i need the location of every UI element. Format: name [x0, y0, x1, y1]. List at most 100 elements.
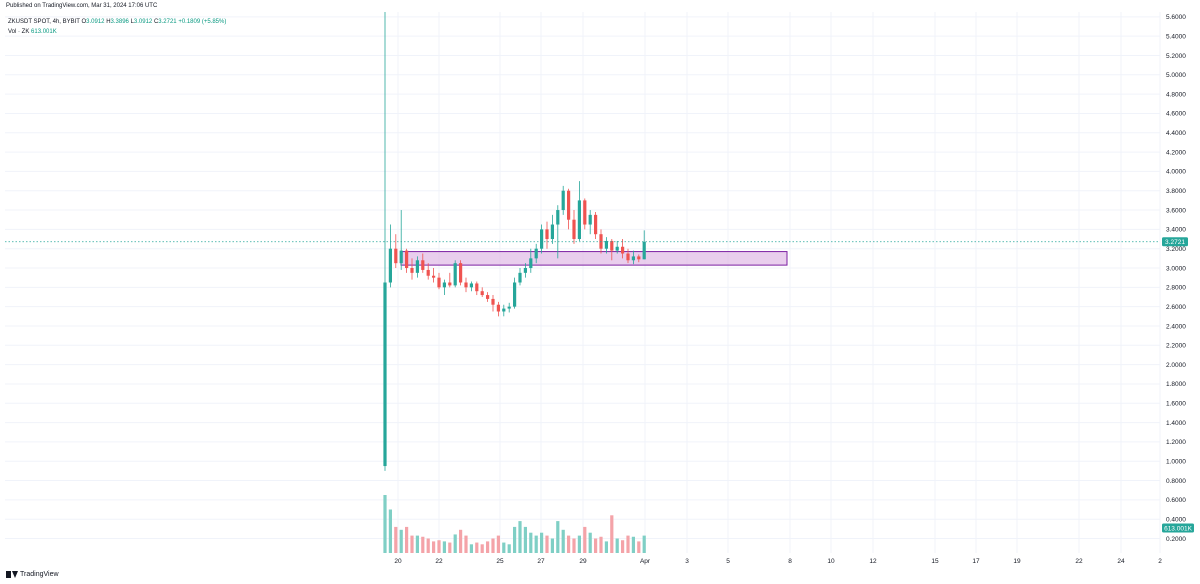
candle-body: [545, 229, 549, 240]
volume-bar: [410, 535, 414, 553]
candle-body: [534, 248, 538, 259]
y-tick-label: 3.2000: [1166, 246, 1186, 253]
candle-body: [437, 277, 441, 288]
volume-bar: [405, 526, 409, 553]
volume-bar: [432, 541, 436, 553]
candle-body: [615, 246, 619, 251]
legend-high-label: H: [106, 19, 111, 25]
y-tick-label: 3.6000: [1166, 207, 1186, 214]
last-price-label: 3.2721: [1165, 239, 1185, 246]
legend-volume-label: Vol · ZK: [8, 29, 30, 35]
candle-body: [594, 214, 598, 235]
volume-bar: [486, 541, 490, 553]
volume-bar: [437, 540, 441, 553]
candle-body: [405, 250, 409, 269]
y-tick-label: 1.4000: [1166, 420, 1186, 427]
volume-bar: [502, 542, 506, 553]
volume-bar: [599, 536, 603, 553]
volume-bar: [415, 535, 419, 553]
y-tick-label: 3.0000: [1166, 265, 1186, 272]
legend-ohlc-row: ZKUSDT SPOT, 4h, BYBIT O3.0912 H3.3896 L…: [8, 17, 226, 27]
volume-value-label: 613.001K: [1164, 525, 1192, 532]
candle-body: [507, 306, 511, 309]
candle-body: [426, 269, 430, 276]
y-tick-label: 1.8000: [1166, 381, 1186, 388]
x-tick-label: 3: [685, 558, 689, 565]
y-tick-label: 2.8000: [1166, 285, 1186, 292]
volume-bar: [621, 540, 625, 553]
volume-bar: [642, 535, 646, 553]
volume-bar: [442, 541, 446, 553]
y-tick-label: 1.6000: [1166, 401, 1186, 408]
chart-legend: ZKUSDT SPOT, 4h, BYBIT O3.0912 H3.3896 L…: [8, 17, 226, 37]
legend-symbol: ZKUSDT SPOT, 4h, BYBIT: [8, 19, 80, 25]
x-tick-label: 22: [1075, 558, 1083, 565]
y-tick-label: 4.6000: [1166, 111, 1186, 118]
candle-body: [491, 298, 495, 305]
y-tick-label: 1.0000: [1166, 459, 1186, 466]
volume-bar: [604, 541, 608, 553]
candle-body: [626, 253, 630, 261]
volume-bar: [637, 541, 641, 553]
candle-body: [523, 268, 527, 273]
volume-bar: [388, 509, 392, 553]
legend-low-label: L: [130, 19, 134, 25]
legend-low: 3.0912: [133, 19, 153, 25]
candle-body: [637, 256, 641, 260]
tradingview-logo-icon: [6, 571, 18, 578]
volume-bar: [469, 544, 473, 553]
published-caption: Published on TradingView.com, Mar 31, 20…: [6, 3, 158, 9]
volume-layer: [383, 495, 646, 553]
volume-bar: [545, 535, 549, 553]
x-tick-label: 17: [972, 558, 980, 565]
y-tick-label: 4.8000: [1166, 91, 1186, 98]
y-tick-label: 3.8000: [1166, 188, 1186, 195]
x-tick-label: 5: [726, 558, 730, 565]
candle-body: [550, 224, 554, 240]
candle-body: [518, 272, 522, 283]
volume-bar: [583, 526, 587, 553]
volume-bar: [399, 529, 403, 553]
volume-bar: [594, 538, 598, 553]
candle-body: [496, 304, 500, 312]
x-tick-label: 2: [1158, 558, 1162, 565]
y-tick-label: 0.4000: [1166, 516, 1186, 523]
x-tick-label: 22: [435, 558, 443, 565]
candle-body: [529, 258, 533, 269]
volume-bar: [453, 534, 457, 553]
candle-body: [394, 248, 398, 264]
candle-body: [556, 210, 560, 225]
candle-body: [410, 268, 414, 273]
x-axis[interactable]: 20 22 25 27 29 Apr 3 5 8 10 12 15 17 19 22 24 2: [394, 558, 1162, 565]
volume-bar: [588, 532, 592, 553]
candle-body: [475, 283, 479, 292]
volume-bar: [540, 532, 544, 553]
y-tick-label: 0.2000: [1166, 536, 1186, 543]
y-tick-label: 0.8000: [1166, 478, 1186, 485]
candle-body: [459, 263, 463, 283]
candle-body: [631, 256, 635, 261]
volume-bar: [534, 535, 538, 553]
price-zone-rectangle: [400, 251, 788, 266]
volume-bar: [626, 535, 630, 553]
y-tick-label: 5.4000: [1166, 33, 1186, 40]
candle-body: [610, 240, 614, 251]
candle-body: [448, 282, 452, 286]
x-tick-label: 19: [1013, 558, 1021, 565]
volume-bar: [383, 495, 387, 553]
candle-body: [486, 295, 490, 299]
volume-bar: [496, 535, 500, 553]
candle-body: [442, 282, 446, 288]
candle-body: [453, 263, 457, 286]
y-tick-label: 4.0000: [1166, 169, 1186, 176]
x-tick-label: Apr: [640, 558, 651, 565]
x-tick-label: 12: [869, 558, 877, 565]
last-price-badge: [1162, 237, 1188, 247]
volume-bar: [491, 538, 495, 553]
y-tick-label: 5.0000: [1166, 72, 1186, 79]
y-axis[interactable]: 5.6000 5.4000 5.2000 5.0000 4.8000 4.6000 4.40…: [1162, 14, 1194, 543]
volume-bar: [518, 521, 522, 553]
volume-bar: [480, 544, 484, 553]
candle-body: [383, 282, 387, 467]
